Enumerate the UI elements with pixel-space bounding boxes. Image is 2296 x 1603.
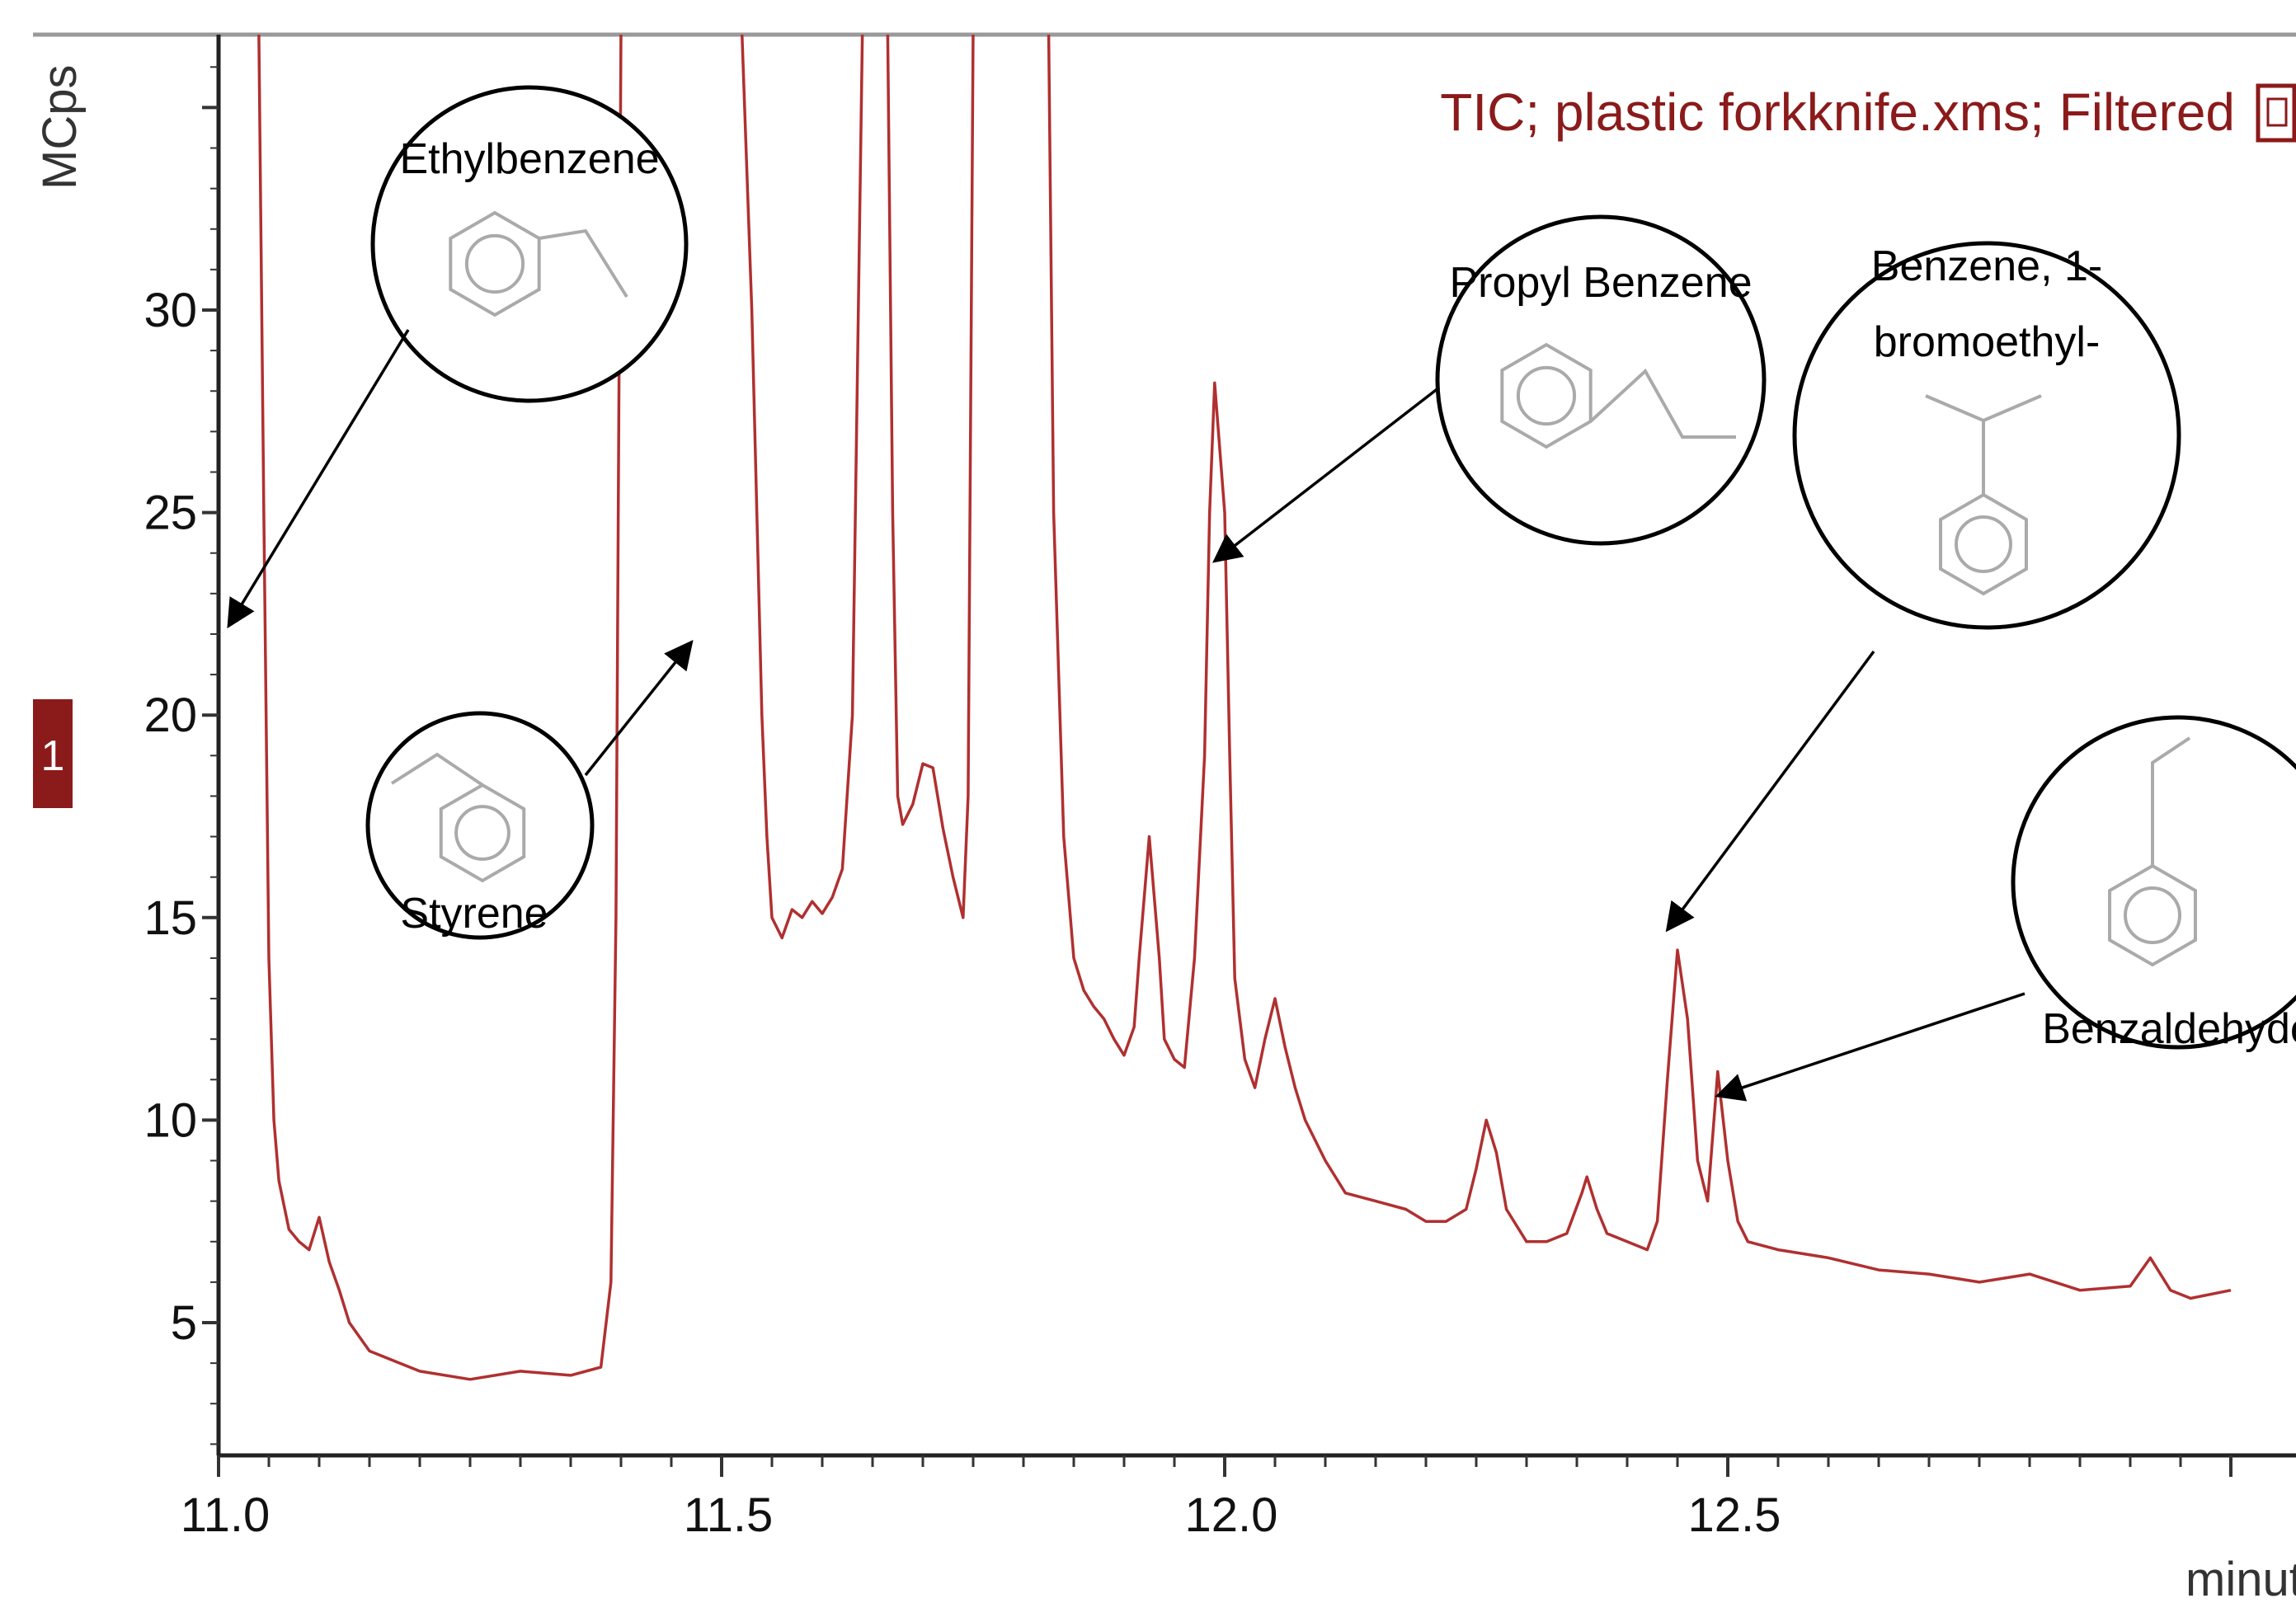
annotation-callout: Benzaldehyde (1715, 715, 2296, 1102)
annotation-circle (1792, 241, 2181, 630)
annotation-circle (365, 711, 595, 940)
annotation-label: Ethylbenzene (399, 135, 659, 183)
annotation-circle (2011, 715, 2296, 1050)
annotation-circle (1435, 214, 1767, 546)
y-tick-label: 5 (171, 1296, 197, 1350)
y-tick-label: 15 (144, 891, 197, 945)
annotation-label: Benzaldehyde (2042, 1005, 2296, 1053)
x-tick-label: 12.0 (1185, 1488, 1278, 1542)
series-line-0 (257, 35, 2232, 1381)
annotation-arrow (1715, 992, 2025, 1102)
annotation-arrow (1665, 650, 1875, 933)
benzaldehyde-structure-icon (2108, 736, 2197, 967)
x-axis-label: minutes (2185, 1553, 2296, 1603)
x-tick-label: 11.5 (684, 1488, 774, 1542)
annotation-arrow (227, 329, 410, 629)
y-tick-label: 25 (144, 487, 197, 540)
legend-text: TIC; plastic forkknife.xms; Filtered (1440, 82, 2235, 142)
annotation-callout: Styrene (365, 640, 694, 940)
x-axis: 11.0 11.5 12.0 12.5 (181, 1453, 2296, 1542)
y-tick-label: 20 (144, 689, 197, 742)
y-axis-label: MCps (33, 65, 87, 190)
ethylbenzene-structure-icon (449, 210, 628, 317)
y-axis: 5 10 15 20 25 30 (144, 35, 221, 1455)
annotation-arrow (584, 640, 694, 777)
annotation-callout: Propyl Benzene (1212, 214, 1767, 563)
annotation-callout: Ethylbenzene (227, 85, 689, 629)
annotation-circle (370, 85, 689, 403)
annotation-label: Benzene, 1- (1871, 242, 2102, 290)
x-tick-label: 11.0 (181, 1488, 271, 1542)
annotation-label: Styrene (400, 890, 548, 938)
propylbenzene-structure-icon (1500, 342, 1736, 449)
annotation-callout: Benzene, 1- bromoethyl- (1665, 241, 2181, 933)
y-tick-label: 10 (144, 1093, 197, 1147)
legend-icon[interactable] (2256, 83, 2296, 143)
annotation-arrow (1212, 386, 1441, 563)
bromoethyl-structure-icon (1925, 394, 2042, 596)
x-tick-label: 12.5 (1688, 1488, 1781, 1542)
trace-marker-label: 1 (41, 732, 65, 780)
styrene-structure-icon (390, 752, 526, 883)
annotation-label: bromoethyl- (1874, 318, 2101, 366)
annotation-label: Propyl Benzene (1449, 259, 1752, 307)
y-tick-label: 30 (144, 284, 197, 337)
series-layer (257, 35, 2232, 1381)
trace-marker[interactable] (33, 699, 73, 808)
